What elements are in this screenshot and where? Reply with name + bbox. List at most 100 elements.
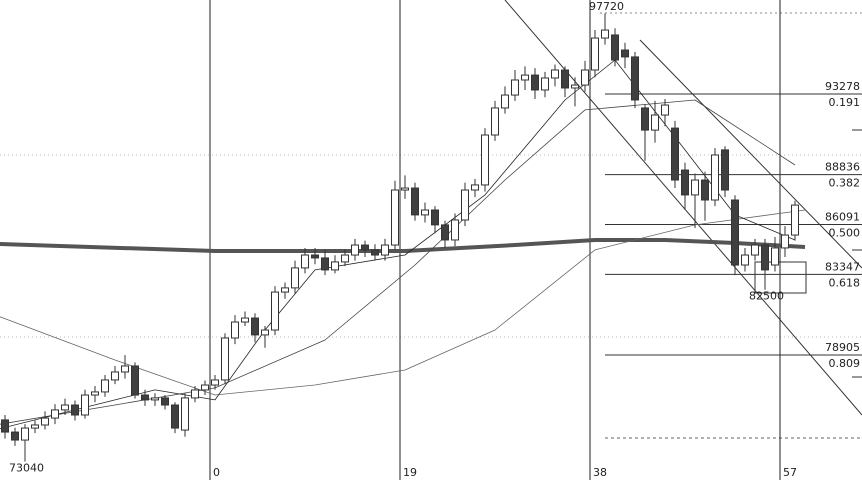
candle-body: [441, 224, 449, 241]
candle-body: [41, 417, 49, 426]
fib-price: 83347: [825, 260, 860, 273]
candle-body: [631, 56, 639, 101]
candle-body: [201, 384, 209, 391]
candle-body: [191, 389, 199, 399]
candle-body: [661, 104, 669, 116]
candle-body: [481, 134, 489, 186]
channel-line: [639, 39, 862, 269]
candle-body: [491, 107, 499, 136]
candle-body: [511, 79, 519, 96]
candle-body: [611, 34, 619, 61]
fib-price: 78905: [825, 341, 860, 354]
candle-body: [1, 419, 9, 433]
candle-body: [211, 379, 219, 386]
candle-body: [471, 184, 479, 191]
candle-body: [551, 69, 559, 79]
fib-ratio: 0.191: [829, 96, 861, 109]
candle-body: [311, 254, 319, 259]
candle-body: [461, 189, 469, 221]
fib-price: 88836: [825, 161, 860, 174]
candle-body: [781, 234, 789, 249]
moving-average: [0, 209, 806, 396]
candle-body: [521, 74, 529, 81]
candle-body: [231, 321, 239, 339]
candle-body: [691, 179, 699, 196]
fib-ratio: 0.382: [829, 177, 861, 190]
moving-average: [0, 59, 796, 430]
candle-body: [371, 249, 379, 256]
candle-body: [151, 397, 159, 401]
price-annotation: 73040: [9, 461, 44, 474]
candle-body: [381, 244, 389, 256]
candle-body: [431, 209, 439, 226]
candle-body: [771, 247, 779, 266]
candle-body: [651, 114, 659, 131]
candle-body: [11, 431, 19, 441]
fib-ratio: 0.618: [829, 276, 861, 289]
fib-ratio: 0.500: [829, 227, 861, 240]
candle-body: [721, 149, 729, 191]
candle-body: [421, 209, 429, 216]
candle-body: [751, 244, 759, 256]
candle-body: [141, 394, 149, 401]
candle-body: [21, 427, 29, 441]
x-tick-label: 19: [403, 466, 417, 479]
candle-body: [541, 77, 549, 91]
candle-body: [111, 371, 119, 381]
candle-body: [401, 187, 409, 191]
x-tick-label: 0: [213, 466, 220, 479]
fib-price: 93278: [825, 80, 860, 93]
candle-body: [701, 179, 709, 201]
candle-body: [681, 169, 689, 196]
candle-body: [531, 74, 539, 91]
candle-body: [341, 254, 349, 263]
candle-body: [581, 69, 589, 86]
candle-body: [601, 29, 609, 39]
candle-body: [591, 37, 599, 71]
candle-body: [31, 424, 39, 429]
fib-price: 86091: [825, 211, 860, 224]
x-tick-label: 57: [783, 466, 797, 479]
candle-body: [451, 219, 459, 241]
candle-body: [641, 107, 649, 131]
candle-body: [331, 261, 339, 271]
candle-body: [261, 329, 269, 336]
candle-body: [411, 187, 419, 216]
candle-body: [91, 391, 99, 396]
candle-body: [131, 365, 139, 396]
candle-body: [281, 287, 289, 293]
candle-body: [221, 337, 229, 381]
candle-body: [61, 404, 69, 411]
candle-body: [301, 254, 309, 269]
candle-body: [171, 404, 179, 429]
candle-body: [351, 244, 359, 256]
candle-body: [121, 365, 129, 373]
candle-body: [501, 94, 509, 109]
candle-body: [571, 84, 579, 89]
candle-body: [361, 244, 369, 251]
candle-body: [251, 317, 259, 336]
fib-ratio: 0.809: [829, 357, 861, 370]
price-annotation: 82500: [749, 290, 784, 303]
candle-body: [51, 409, 59, 419]
candle-body: [391, 189, 399, 246]
candle-body: [161, 397, 169, 406]
candle-body: [181, 397, 189, 431]
candle-body: [101, 379, 109, 393]
candle-body: [321, 257, 329, 271]
candle-body: [671, 127, 679, 181]
candle-body: [711, 154, 719, 201]
candle-body: [741, 254, 749, 266]
candle-body: [621, 49, 629, 58]
candle-body: [81, 394, 89, 416]
moving-average: [0, 238, 806, 253]
candle-body: [731, 199, 739, 266]
candle-body: [71, 404, 79, 416]
candle-body: [291, 267, 299, 289]
candle-body: [791, 204, 799, 236]
candle-body: [761, 244, 769, 271]
price-annotation: 97720: [589, 0, 624, 13]
candle-body: [271, 291, 279, 331]
x-tick-label: 38: [593, 466, 607, 479]
